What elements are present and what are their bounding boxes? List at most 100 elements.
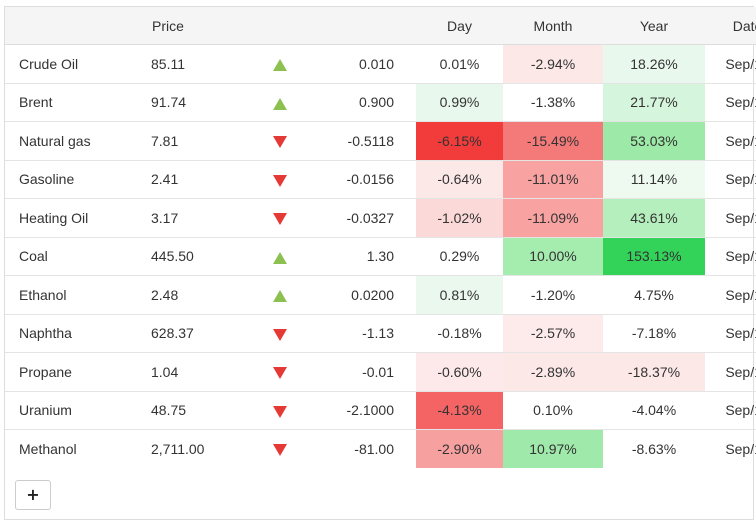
price-cell: 2.41 — [149, 159, 262, 199]
change-cell: -0.5118 — [298, 121, 416, 160]
price-cell: 1.04 — [149, 352, 262, 391]
month-percent-cell: -2.57% — [503, 313, 603, 353]
day-percent-cell: 0.99% — [416, 82, 503, 122]
change-cell: 0.0200 — [298, 275, 416, 314]
month-percent-cell: 10.97% — [503, 429, 603, 468]
commodity-name-link[interactable]: Ethanol — [5, 275, 149, 314]
table-row[interactable]: Methanol 2,711.00 -81.00 -2.90% 10.97% -8.63%… — [5, 429, 756, 468]
date-cell: Sep/16 — [705, 390, 756, 430]
commodity-name-link[interactable]: Propane — [5, 352, 149, 391]
date-cell: Sep/15 — [705, 236, 756, 276]
down-arrow-icon — [273, 367, 287, 380]
table-row[interactable]: Heating Oil 3.17 -0.0327 -1.02% -11.09% 43.61… — [5, 198, 756, 237]
table-row[interactable]: Uranium 48.75 -2.1000 -4.13% 0.10% -4.04% Sep/… — [5, 390, 756, 430]
change-cell: -0.0327 — [298, 198, 416, 237]
day-percent-cell: 0.81% — [416, 275, 503, 314]
date-cell: Sep/16 — [705, 159, 756, 199]
header-date[interactable]: Date — [705, 7, 756, 45]
commodity-name-link[interactable]: Naphtha — [5, 313, 149, 353]
down-arrow-icon — [273, 174, 287, 187]
day-percent-cell: 0.29% — [416, 236, 503, 276]
commodity-name-link[interactable]: Heating Oil — [5, 198, 149, 237]
date-cell: Sep/16 — [705, 198, 756, 237]
year-percent-cell: 21.77% — [603, 82, 705, 122]
commodity-name-link[interactable]: Coal — [5, 236, 149, 276]
year-percent-cell: -8.63% — [603, 429, 705, 468]
table-row[interactable]: Crude Oil 85.11 0.010 0.01% -2.94% 18.26% Sep/… — [5, 44, 756, 83]
commodity-name-link[interactable]: Gasoline — [5, 159, 149, 199]
up-arrow-icon — [273, 290, 287, 303]
change-cell: -2.1000 — [298, 390, 416, 430]
commodity-name-link[interactable]: Uranium — [5, 390, 149, 430]
month-percent-cell: -15.49% — [503, 121, 603, 160]
up-arrow-icon — [273, 59, 287, 72]
commodities-table-panel: Price Day Month Year Date Crude Oil 85.11… — [4, 6, 756, 520]
year-percent-cell: -7.18% — [603, 313, 705, 353]
header-year[interactable]: Year — [603, 7, 705, 45]
up-arrow-icon — [273, 97, 287, 110]
change-cell: -1.13 — [298, 313, 416, 353]
year-percent-cell: 18.26% — [603, 44, 705, 83]
table-row[interactable]: Naphtha 628.37 -1.13 -0.18% -2.57% -7.18% Sep/… — [5, 313, 756, 353]
header-day[interactable]: Day — [416, 7, 503, 45]
price-cell: 445.50 — [149, 236, 262, 276]
table-row[interactable]: Gasoline 2.41 -0.0156 -0.64% -11.01% 11.14% Se… — [5, 159, 756, 199]
commodity-name-link[interactable]: Brent — [5, 82, 149, 122]
price-cell: 628.37 — [149, 313, 262, 353]
date-cell: Sep/16 — [705, 275, 756, 314]
direction-cell — [262, 121, 298, 160]
price-cell: 3.17 — [149, 198, 262, 237]
direction-cell — [262, 352, 298, 391]
direction-cell — [262, 275, 298, 314]
year-percent-cell: 153.13% — [603, 236, 705, 276]
commodity-name-link[interactable]: Natural gas — [5, 121, 149, 160]
month-percent-cell: -1.38% — [503, 82, 603, 122]
header-month[interactable]: Month — [503, 7, 603, 45]
price-cell: 91.74 — [149, 82, 262, 122]
day-percent-cell: -4.13% — [416, 390, 503, 430]
direction-cell — [262, 198, 298, 237]
month-percent-cell: -11.09% — [503, 198, 603, 237]
price-cell: 85.11 — [151, 55, 185, 72]
table-row[interactable]: Natural gas 7.81 -0.5118 -6.15% -15.49% 53.03… — [5, 121, 756, 160]
direction-cell — [262, 82, 298, 122]
day-percent-cell: -6.15% — [416, 121, 503, 160]
change-cell: 1.30 — [298, 236, 416, 276]
price-cell: 2.48 — [149, 275, 262, 314]
up-arrow-icon — [273, 251, 287, 264]
header-name[interactable] — [5, 7, 149, 45]
table-header-row: Price Day Month Year Date — [5, 7, 756, 45]
date-cell: Sep/16 — [705, 313, 756, 353]
header-price[interactable]: Price — [149, 7, 262, 45]
year-percent-cell: -18.37% — [603, 352, 705, 391]
down-arrow-icon — [273, 136, 287, 149]
direction-cell — [262, 390, 298, 430]
day-percent-cell: -2.90% — [416, 429, 503, 468]
change-cell: -0.0156 — [298, 159, 416, 199]
add-row-button[interactable]: + — [15, 480, 51, 510]
price-cell: 7.81 — [149, 121, 262, 160]
month-percent-cell: -2.89% — [503, 352, 603, 391]
commodity-name-link[interactable]: Methanol — [5, 429, 149, 468]
day-percent-cell: -0.18% — [416, 313, 503, 353]
year-percent-cell: 4.75% — [603, 275, 705, 314]
down-arrow-icon — [273, 444, 287, 457]
day-percent-cell: -0.60% — [416, 352, 503, 391]
month-percent-cell: 0.10% — [503, 390, 603, 430]
price-cell: 48.75 — [149, 390, 262, 430]
direction-cell — [262, 236, 298, 276]
commodity-name-link[interactable]: Crude Oil — [19, 55, 79, 72]
direction-cell — [262, 159, 298, 199]
down-arrow-icon — [273, 328, 287, 341]
month-percent-cell: -1.20% — [503, 275, 603, 314]
year-percent-cell: 43.61% — [603, 198, 705, 237]
date-cell: Sep/16 — [705, 121, 756, 160]
header-change[interactable] — [298, 7, 416, 45]
price-cell: 2,711.00 — [149, 429, 262, 468]
commodities-table: Price Day Month Year Date Crude Oil 85.11… — [5, 7, 756, 468]
direction-cell — [262, 429, 298, 468]
